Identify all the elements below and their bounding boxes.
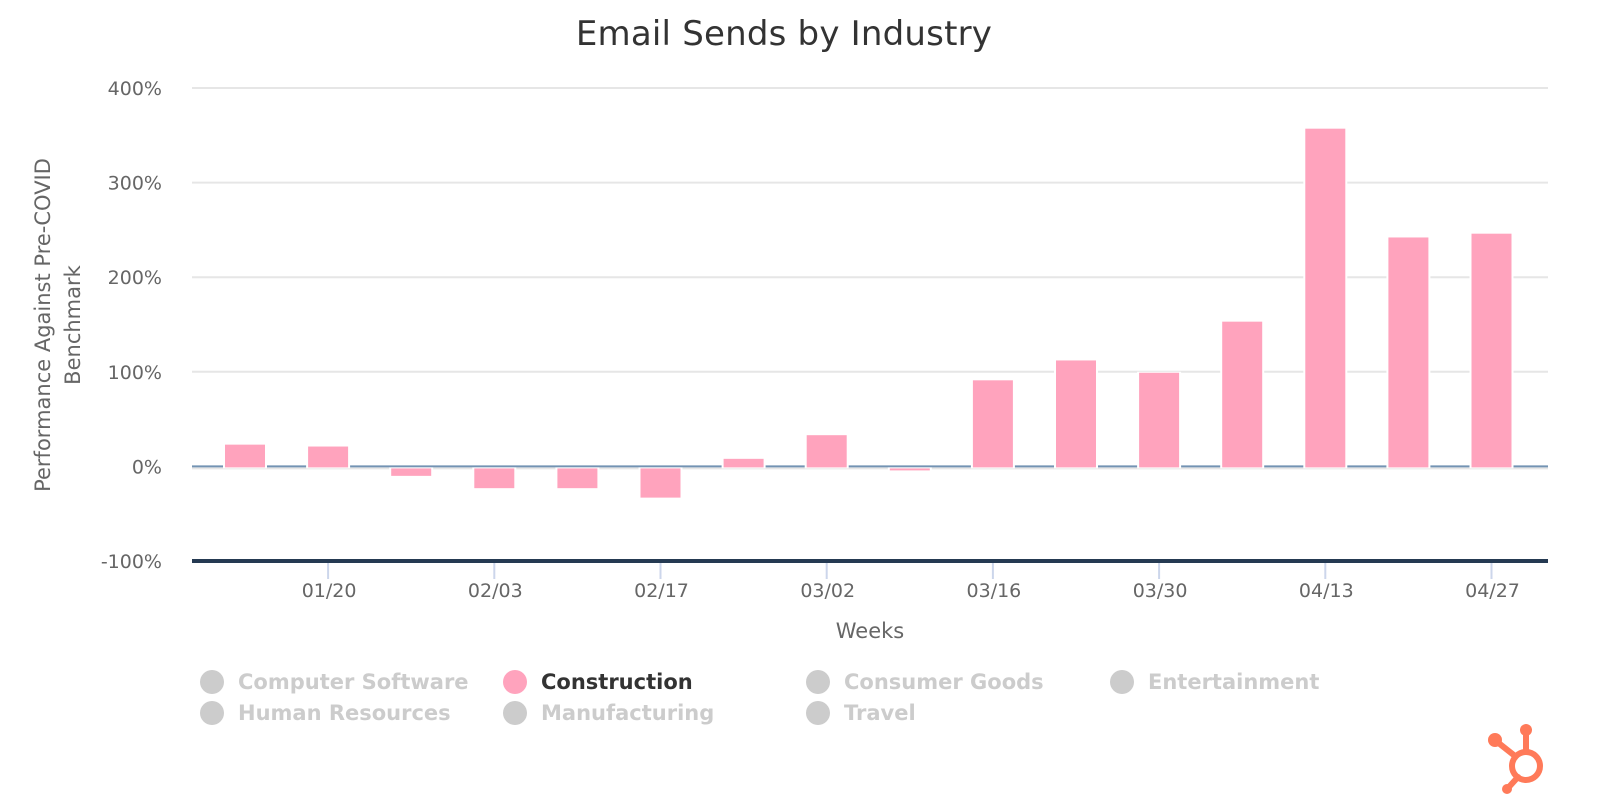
legend-label: Entertainment — [1148, 670, 1320, 694]
x-tick-label: 04/27 — [1465, 580, 1520, 602]
bar — [889, 468, 930, 471]
x-tick-label: 03/30 — [1133, 580, 1188, 602]
chart-title: Email Sends by Industry — [575, 14, 993, 54]
x-tick-label: 04/13 — [1299, 580, 1354, 602]
legend-item-computer-software[interactable]: Computer Software — [200, 670, 469, 694]
legend-marker-icon — [1110, 670, 1134, 694]
bar — [391, 468, 432, 476]
legend-item-consumer-goods[interactable]: Consumer Goods — [806, 670, 1044, 694]
y-axis-ticks: -100% 0% 100% 200% 300% 400% — [101, 78, 162, 573]
legend-label: Travel — [844, 701, 916, 725]
legend-label: Human Resources — [238, 701, 451, 725]
bar — [1388, 237, 1429, 468]
y-axis-title-line-2: Benchmark — [61, 264, 85, 384]
legend-item-human-resources[interactable]: Human Resources — [200, 701, 451, 725]
y-tick-label: 200% — [108, 267, 162, 289]
y-tick-label: -100% — [101, 551, 162, 573]
legend-marker-icon — [503, 670, 527, 694]
legend-marker-icon — [806, 701, 830, 725]
legend-item-entertainment[interactable]: Entertainment — [1110, 670, 1319, 694]
bar — [1139, 372, 1180, 468]
x-axis-ticks: 01/20 02/03 02/17 03/02 03/16 03/30 04/13 04/27 — [302, 563, 1520, 602]
legend-marker-icon — [503, 701, 527, 725]
legend-label: Computer Software — [238, 670, 469, 694]
chart-plot: -100%0%100%200%300%400% 01/20 02/03 02/17 0… — [31, 78, 1548, 643]
y-axis-title: Performance Against Pre-COVID Benchmark — [31, 158, 85, 492]
bar — [225, 444, 265, 468]
hubspot-sprocket-icon — [1488, 724, 1543, 794]
x-tick-label: 01/20 — [302, 580, 357, 602]
y-tick-label: 300% — [108, 173, 162, 195]
y-axis-title-line-1: Performance Against Pre-COVID — [31, 158, 55, 492]
bar — [1305, 128, 1346, 468]
legend-label: Consumer Goods — [844, 670, 1044, 694]
legend-marker-icon — [806, 670, 830, 694]
legend-marker-icon — [200, 670, 224, 694]
bar — [308, 446, 349, 468]
y-tick-label: 400% — [108, 78, 162, 100]
bar — [1471, 233, 1512, 468]
y-tick-label: 0% — [132, 456, 162, 478]
legend-item-manufacturing[interactable]: Manufacturing — [503, 701, 714, 725]
bar — [1056, 360, 1096, 468]
x-tick-label: 02/17 — [634, 580, 689, 602]
bar — [806, 435, 847, 468]
bar — [1222, 321, 1263, 468]
legend-label: Construction — [541, 670, 693, 694]
legend-item-construction[interactable]: Construction — [503, 670, 693, 694]
x-tick-label: 03/02 — [800, 580, 855, 602]
legend-marker-icon — [200, 701, 224, 725]
y-tick-label: 100% — [108, 362, 162, 384]
bar — [972, 380, 1013, 468]
bars — [223, 127, 1514, 499]
bar — [640, 468, 681, 498]
x-tick-label: 03/16 — [967, 580, 1022, 602]
bar — [557, 468, 598, 489]
bar — [723, 458, 764, 468]
x-axis-title: Weeks — [836, 619, 904, 643]
legend-item-travel[interactable]: Travel — [806, 701, 916, 725]
bar — [474, 468, 515, 489]
x-tick-label: 02/03 — [468, 580, 523, 602]
legend-label: Manufacturing — [541, 701, 715, 725]
